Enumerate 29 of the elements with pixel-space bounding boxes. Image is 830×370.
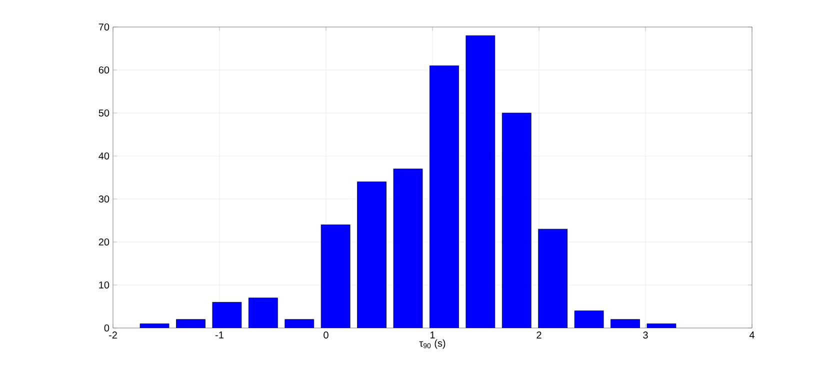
- bar: [430, 66, 459, 328]
- bar: [502, 113, 532, 328]
- bar: [538, 229, 568, 328]
- y-tick-label: 70: [98, 23, 110, 31]
- x-tick-label: 2: [536, 332, 542, 338]
- bar: [176, 319, 206, 328]
- y-tick-label: 30: [98, 195, 110, 203]
- bar: [466, 36, 495, 328]
- x-tick-label: -2: [109, 332, 117, 338]
- bar: [248, 298, 278, 328]
- y-tick-label: 40: [98, 152, 110, 160]
- y-tick-label: 50: [98, 109, 110, 117]
- bar: [212, 302, 242, 328]
- bar: [321, 224, 350, 328]
- y-tick-label: 60: [98, 66, 110, 74]
- bar: [574, 310, 604, 328]
- x-tick-label: -1: [216, 332, 224, 338]
- y-tick-label: 10: [99, 281, 110, 289]
- x-tick-label: 3: [643, 332, 648, 339]
- bar: [357, 182, 386, 328]
- y-tick-label: 20: [98, 238, 110, 246]
- x-tick-label: 0: [324, 332, 328, 339]
- bar: [394, 168, 422, 328]
- x-tick-label: 4: [749, 332, 754, 338]
- bar: [610, 319, 640, 328]
- bar: [284, 319, 314, 328]
- y-tick-label: 0: [104, 324, 110, 332]
- x-axis-title: τ$_{90}$ (s): [419, 339, 446, 349]
- x-tick-label: 1: [430, 332, 435, 338]
